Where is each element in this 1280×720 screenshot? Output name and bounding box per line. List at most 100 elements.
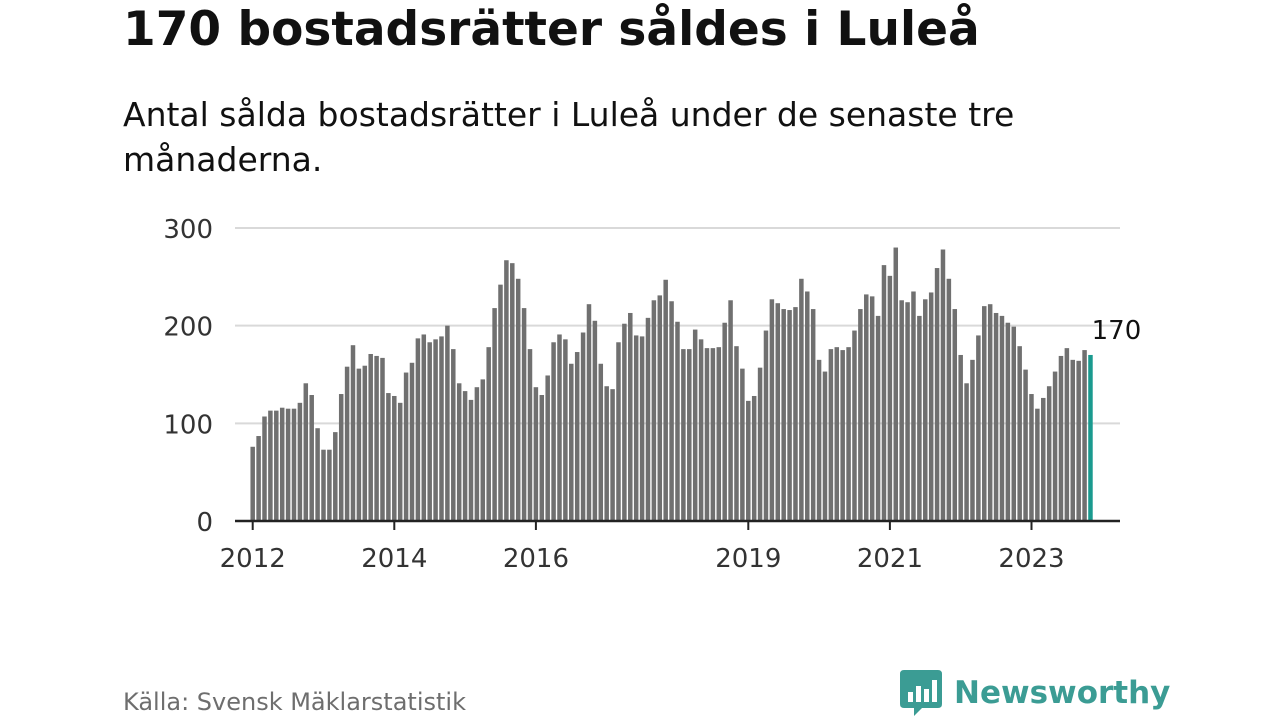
brand-name: Newsworthy [954, 675, 1171, 711]
bar [740, 368, 745, 521]
bar [433, 339, 438, 521]
bar [580, 332, 586, 521]
bar [964, 383, 969, 521]
bar [539, 395, 545, 521]
bar [816, 359, 822, 521]
bar [480, 379, 486, 521]
bar [456, 383, 462, 521]
bar [663, 279, 668, 521]
bar [982, 306, 987, 521]
bar [999, 315, 1005, 521]
x-tick-label: 2021 [857, 544, 923, 574]
bar [474, 387, 480, 521]
bar [569, 363, 574, 521]
bar [504, 260, 509, 521]
bar [279, 407, 285, 521]
bar [716, 347, 722, 521]
bar [403, 372, 409, 521]
bar [397, 402, 403, 521]
bar [344, 366, 350, 521]
bar [515, 278, 521, 521]
bar [521, 308, 527, 521]
bar [297, 402, 303, 521]
bar [533, 387, 539, 521]
bar [250, 446, 255, 521]
bar [256, 436, 261, 521]
bar [262, 416, 267, 521]
source-note: Källa: Svensk Mäklarstatistik [123, 688, 466, 716]
bar [368, 353, 373, 521]
bar [439, 336, 444, 521]
bar [1070, 359, 1076, 521]
bar [321, 449, 326, 521]
bar [645, 317, 651, 521]
bar [905, 302, 910, 521]
bar [840, 350, 845, 521]
bar [586, 304, 592, 521]
bar [687, 349, 692, 521]
bar-chart: 0 100 200 300 2012 2014 2016 2019 2021 2023 170 [163, 215, 1142, 574]
bar [1023, 369, 1028, 521]
bar [822, 371, 828, 521]
bar [462, 391, 468, 521]
bar [881, 265, 887, 521]
bar [386, 393, 391, 521]
bar [1076, 360, 1081, 521]
bar [616, 342, 621, 521]
bar [864, 294, 869, 521]
bar [899, 300, 904, 521]
bar [451, 349, 456, 521]
bar [1029, 394, 1034, 521]
bar [592, 320, 598, 521]
bar [734, 346, 739, 521]
latest-value-label: 170 [1092, 316, 1142, 346]
bar [852, 330, 857, 521]
bar [1046, 386, 1052, 521]
bar [333, 432, 338, 521]
bar-latest [1088, 354, 1093, 521]
bar [917, 315, 922, 521]
brand-logo[interactable]: Newsworthy [900, 670, 1170, 716]
y-tick-label: 100 [163, 410, 213, 440]
bar [415, 338, 421, 521]
bar [669, 301, 674, 521]
bar [303, 383, 309, 521]
bar [769, 299, 775, 521]
bar [309, 395, 314, 521]
bar [427, 342, 432, 521]
bar [934, 268, 940, 521]
bar [468, 399, 474, 521]
bar [722, 322, 727, 521]
bar [445, 325, 450, 521]
bar [946, 278, 952, 521]
bar [928, 292, 934, 521]
bar [651, 300, 657, 521]
bar [409, 362, 415, 521]
bar [274, 410, 279, 521]
bar [751, 395, 757, 521]
bar [362, 365, 368, 521]
x-tick-label: 2014 [361, 544, 427, 574]
bar [793, 307, 798, 521]
bar [1041, 397, 1046, 521]
bar [799, 278, 804, 521]
x-tick-label: 2023 [998, 544, 1064, 574]
bar [315, 428, 320, 521]
bar [338, 394, 344, 521]
bar [492, 308, 497, 521]
bar [498, 284, 503, 521]
bar [527, 349, 533, 521]
bar [692, 329, 698, 521]
bar [704, 348, 710, 521]
bar [728, 300, 733, 521]
y-tick-label: 300 [163, 215, 213, 245]
bar [923, 299, 928, 521]
bar [1005, 322, 1011, 521]
bar [1058, 355, 1064, 521]
bar [551, 342, 556, 521]
chart-subtitle: Antal sålda bostadsrätter i Luleå under … [123, 95, 1015, 179]
bar [993, 312, 999, 521]
bar [633, 335, 639, 521]
y-tick-label: 0 [196, 508, 213, 538]
y-tick-label: 200 [163, 313, 213, 343]
